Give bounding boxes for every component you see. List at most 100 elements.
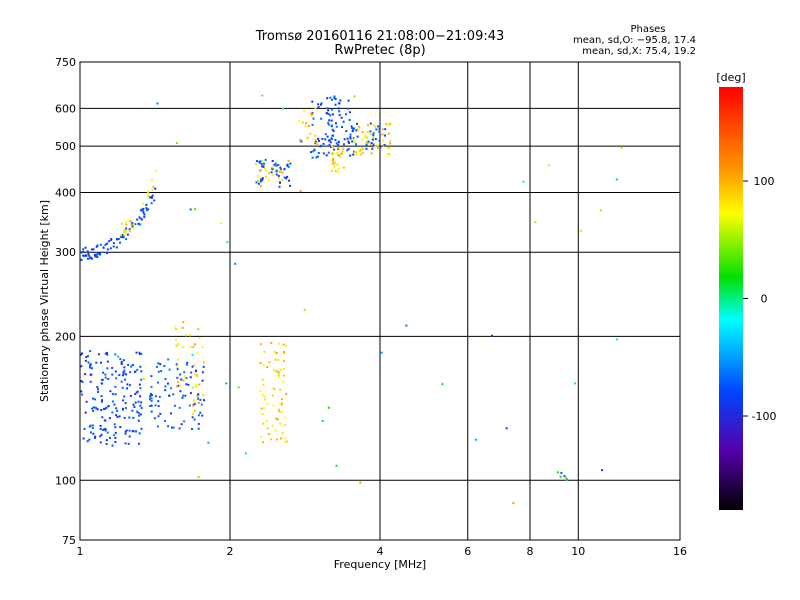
data-point [317,152,320,154]
data-point [371,147,374,150]
data-point [311,112,314,114]
data-point [154,170,157,173]
data-point [97,353,100,356]
data-point [96,252,99,255]
data-point [372,132,375,135]
data-point [90,248,93,251]
data-point [335,122,337,125]
data-point [359,148,362,151]
data-point [381,133,384,136]
data-point [328,144,331,147]
data-point [375,128,378,131]
data-point [113,434,116,437]
x-tick-label: 2 [227,545,234,558]
data-point [331,113,334,116]
data-point [311,123,314,126]
data-point [284,424,286,427]
data-points [80,94,623,505]
data-point [256,180,259,182]
data-point [306,136,309,139]
data-point [262,422,265,425]
data-point [194,208,196,211]
data-point [106,431,109,434]
data-point [115,414,118,417]
data-point [383,143,386,146]
data-point [136,390,139,393]
data-point [259,389,262,392]
data-point [157,405,160,408]
data-point [154,404,157,407]
data-point [201,414,204,417]
data-point [327,113,330,116]
data-point [267,178,270,181]
data-point [114,385,117,388]
data-point [620,146,623,149]
data-point [156,102,159,105]
data-point [355,143,357,146]
data-point [99,435,102,438]
data-point [186,361,189,364]
data-point [113,403,116,406]
data-point [325,154,328,157]
data-point [100,395,103,398]
data-point [278,410,281,413]
data-point [347,107,350,110]
data-point [314,142,317,145]
data-point [314,134,317,137]
data-point [267,433,270,436]
data-point [108,240,111,243]
data-point [283,176,286,179]
data-point [369,130,372,133]
data-point [277,358,280,361]
data-point [279,422,282,425]
data-point [140,218,143,221]
data-point [281,432,284,435]
data-point [139,209,142,212]
data-point [153,199,156,202]
data-point [90,431,92,434]
data-point [174,338,177,341]
data-point [352,128,355,131]
data-point [185,363,188,366]
data-point [151,194,154,197]
data-point [121,234,124,237]
data-point [177,343,180,346]
data-point [337,140,340,143]
data-point [178,406,181,409]
data-point [327,123,330,126]
data-point [374,125,377,128]
data-point [127,442,130,445]
data-point [102,407,105,410]
data-point [101,416,104,419]
data-point [139,387,142,390]
data-point [154,395,157,398]
data-point [183,420,186,423]
data-point [138,414,140,417]
data-point [176,358,179,361]
data-point [559,475,562,478]
data-point [177,384,180,387]
data-point [372,134,375,137]
data-point [277,373,280,376]
data-point [275,169,278,172]
data-point [261,177,264,180]
data-point [154,187,157,190]
data-point [198,383,201,386]
data-point [377,125,380,128]
data-point [86,250,89,253]
data-point [142,211,145,214]
data-point [266,366,269,368]
data-point [116,238,119,241]
chart-subtitle: RwPretec (8p) [334,43,425,58]
data-point [175,363,178,366]
data-point [327,121,330,124]
data-point [150,385,153,388]
data-point [490,334,493,337]
data-point [264,158,267,161]
data-point [364,134,367,137]
data-point [131,364,134,366]
data-point [197,422,200,425]
data-point [140,352,143,355]
data-point [176,376,179,379]
data-point [160,370,163,373]
